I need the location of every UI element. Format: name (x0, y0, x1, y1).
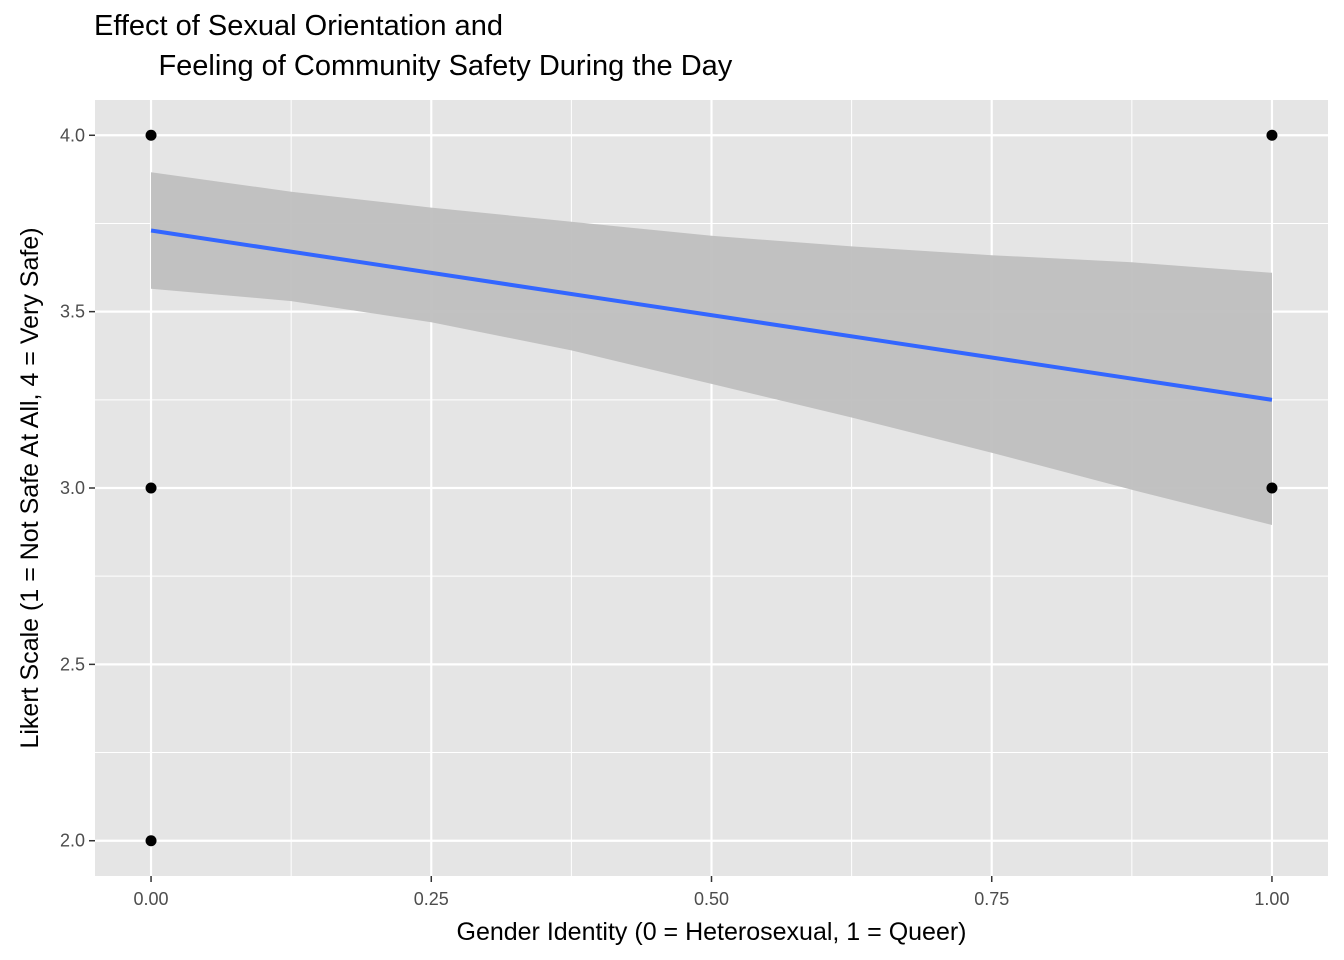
x-tick-label: 0.75 (974, 889, 1009, 909)
y-tick-label: 3.5 (60, 302, 85, 322)
x-tick-label: 0.25 (414, 889, 449, 909)
tick-labels: 0.00 0.25 0.50 0.75 1.00 2.0 2.5 3.0 3.5 4.0 (60, 125, 1290, 909)
data-point (145, 482, 157, 494)
y-tick-label: 2.5 (60, 654, 85, 674)
data-points (145, 129, 1278, 847)
x-tick-label: 0.00 (134, 889, 169, 909)
x-tick-label: 0.50 (694, 889, 729, 909)
x-tick-label: 1.00 (1254, 889, 1289, 909)
y-tick-label: 3.0 (60, 478, 85, 498)
y-tick-label: 4.0 (60, 125, 85, 145)
data-point (1266, 482, 1278, 494)
x-axis-title: Gender Identity (0 = Heterosexual, 1 = Q… (457, 918, 967, 946)
regression-line (150, 228, 1273, 402)
chart-title-line-2: Feeling of Community Safety During the D… (94, 50, 733, 82)
data-point (1266, 129, 1278, 141)
data-point (145, 129, 157, 141)
chart-title-line-1: Effect of Sexual Orientation and (94, 10, 503, 42)
y-axis-title: Likert Scale (1 = Not Safe At All, 4 = V… (16, 227, 44, 748)
confidence-band (151, 172, 1272, 526)
data-point (145, 835, 157, 847)
y-tick-label: 2.0 (60, 831, 85, 851)
axis-ticks (89, 134, 1273, 882)
